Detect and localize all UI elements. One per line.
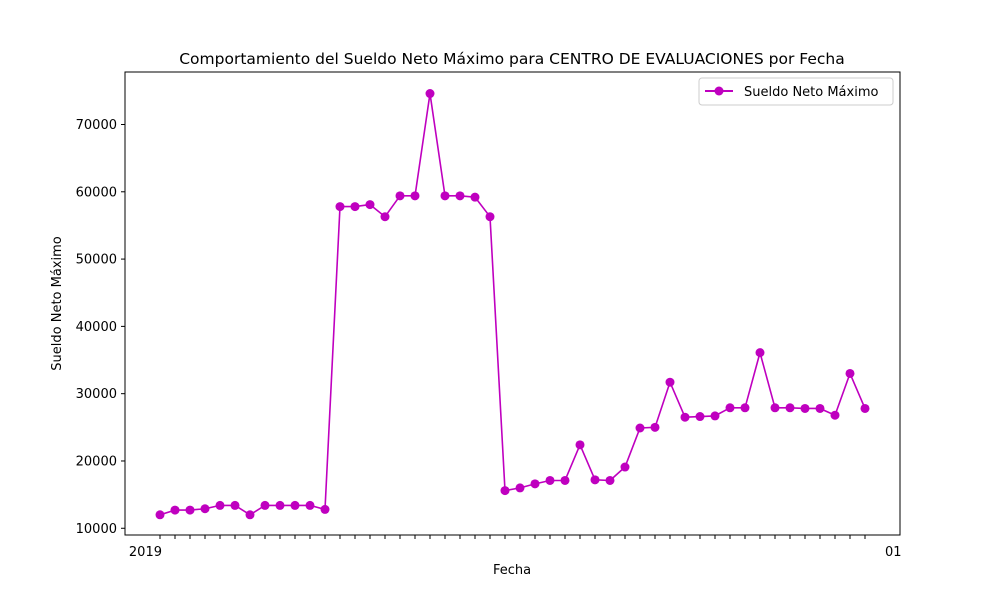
y-tick-label: 30000 <box>76 387 117 402</box>
data-point <box>680 412 690 422</box>
legend: Sueldo Neto Máximo <box>698 77 894 106</box>
data-point <box>290 500 300 510</box>
y-tick-label: 50000 <box>76 253 117 268</box>
y-tick-label: 20000 <box>76 454 117 469</box>
data-point <box>410 191 420 201</box>
legend-marker-swatch <box>714 86 724 96</box>
data-point <box>485 212 495 222</box>
data-point <box>470 192 480 202</box>
data-point <box>560 475 570 485</box>
data-point <box>200 504 210 514</box>
data-point <box>845 368 855 378</box>
data-point <box>230 500 240 510</box>
plot-area <box>124 71 901 536</box>
data-point <box>590 475 600 485</box>
data-point <box>620 462 630 472</box>
chart-title: Comportamiento del Sueldo Neto Máximo pa… <box>179 50 845 68</box>
y-axis: 10000 20000 30000 40000 50000 60000 70000 <box>76 118 125 537</box>
x-axis-title: Fecha <box>493 563 531 578</box>
data-point <box>815 403 825 413</box>
data-point <box>830 410 840 420</box>
data-point <box>305 500 315 510</box>
data-point <box>155 510 165 520</box>
data-point <box>770 403 780 413</box>
x-tick-label-last: 01 <box>885 545 902 560</box>
data-point <box>515 483 525 493</box>
data-point <box>635 423 645 433</box>
legend-entry-label: Sueldo Neto Máximo <box>744 85 878 100</box>
y-tick-label: 70000 <box>76 118 117 133</box>
data-point <box>275 500 285 510</box>
y-tick-label: 60000 <box>76 185 117 200</box>
data-point <box>710 411 720 421</box>
data-point <box>260 500 270 510</box>
data-point <box>320 504 330 514</box>
data-point <box>800 403 810 413</box>
data-point <box>605 475 615 485</box>
data-point <box>740 403 750 413</box>
data-point <box>380 212 390 222</box>
legend-box <box>698 77 894 106</box>
series-layer <box>155 89 870 520</box>
x-tick-label-first: 2019 <box>129 545 162 560</box>
data-point <box>425 89 435 99</box>
data-point <box>665 377 675 387</box>
data-point <box>530 479 540 489</box>
data-point <box>575 440 585 450</box>
data-point <box>650 422 660 432</box>
data-point <box>365 200 375 210</box>
data-point <box>725 403 735 413</box>
y-tick-label: 10000 <box>76 522 117 537</box>
data-point <box>350 202 360 212</box>
data-point <box>695 412 705 422</box>
x-axis: 2019 01 <box>129 535 902 560</box>
data-point <box>545 475 555 485</box>
y-axis-title: Sueldo Neto Máximo <box>50 236 65 370</box>
data-point <box>755 348 765 358</box>
data-point <box>245 510 255 520</box>
data-point <box>785 403 795 413</box>
y-tick-label: 40000 <box>76 320 117 335</box>
data-point <box>215 500 225 510</box>
data-point <box>170 505 180 515</box>
data-point <box>500 486 510 496</box>
data-point <box>335 202 345 212</box>
data-point <box>455 191 465 201</box>
data-point <box>185 505 195 515</box>
data-point <box>440 191 450 201</box>
data-point <box>860 403 870 413</box>
data-point <box>395 191 405 201</box>
